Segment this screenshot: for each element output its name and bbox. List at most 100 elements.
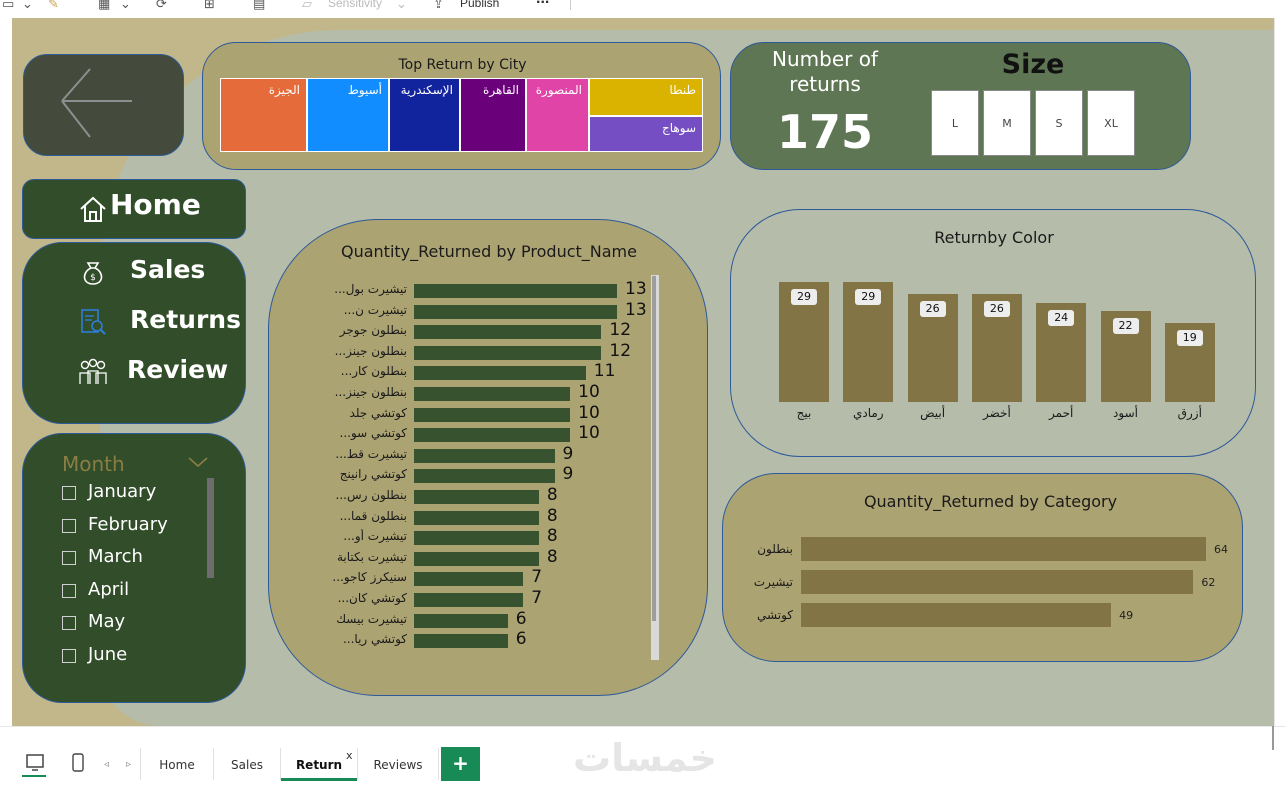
- publish-icon[interactable]: ⇪: [433, 0, 444, 12]
- month-checkbox[interactable]: [62, 649, 76, 663]
- month-checkbox[interactable]: [62, 583, 76, 598]
- month-checkbox[interactable]: [62, 518, 76, 533]
- chevron-down-icon[interactable]: ⌄: [396, 0, 407, 12]
- color-bar-category: بيج: [796, 406, 812, 420]
- month-item-label[interactable]: January: [88, 481, 157, 502]
- tab-return[interactable]: Return: [295, 758, 343, 772]
- tab-home[interactable]: Home: [159, 758, 195, 772]
- sensitivity-button[interactable]: Sensitivity: [328, 0, 383, 10]
- treemap-tile[interactable]: القاهرة: [460, 78, 526, 152]
- tabbar-divider: [0, 726, 1286, 727]
- slicer-scrollbar[interactable]: [207, 478, 214, 578]
- sales-nav-button[interactable]: $ Sales: [23, 251, 247, 295]
- treemap-tile[interactable]: الإسكندرية: [389, 78, 460, 152]
- product-bar[interactable]: [414, 345, 602, 360]
- product-bar-label: تيشيرت بول...: [334, 282, 407, 296]
- treemap-tile-label: سوهاج: [662, 121, 696, 135]
- month-item-label[interactable]: June: [88, 644, 128, 665]
- product-bar-label: تيشيرت بيسك: [336, 611, 407, 626]
- product-bar[interactable]: [414, 531, 539, 546]
- treemap-tile[interactable]: المنصورة: [526, 78, 589, 152]
- product-bar[interactable]: [414, 469, 555, 484]
- tab-separator: [213, 748, 214, 780]
- clipboard-icon[interactable]: ▭: [2, 0, 15, 12]
- returns-nav-button[interactable]: Returns: [23, 301, 247, 345]
- table-icon[interactable]: ▦: [98, 0, 111, 12]
- calculator-icon[interactable]: ▤: [253, 0, 266, 12]
- category-bar[interactable]: [801, 537, 1206, 561]
- scroll-left-icon[interactable]: ◃: [104, 759, 110, 770]
- desktop-view-icon[interactable]: [25, 753, 45, 773]
- size-option-button[interactable]: M: [983, 90, 1031, 156]
- product-bar-value: 11: [593, 361, 616, 382]
- add-page-button[interactable]: +: [441, 747, 480, 781]
- product-bar[interactable]: [414, 490, 539, 504]
- chevron-down-icon[interactable]: ⌄: [22, 0, 33, 12]
- product-bar-value: 9: [562, 464, 574, 485]
- product-bar[interactable]: [414, 593, 524, 607]
- back-button[interactable]: [23, 54, 184, 156]
- chart-scrollbar-thumb[interactable]: [652, 276, 656, 621]
- toolbar-divider: [570, 0, 571, 10]
- tab-reviews[interactable]: Reviews: [373, 758, 423, 772]
- chevron-down-icon[interactable]: ⌄: [120, 0, 131, 12]
- more-options-button[interactable]: ...: [536, 0, 549, 7]
- product-bar[interactable]: [414, 387, 571, 401]
- product-bar[interactable]: [414, 634, 508, 649]
- product-bar[interactable]: [414, 551, 539, 566]
- review-nav-button[interactable]: Review: [23, 351, 247, 395]
- category-chart-title: Quantity_Returned by Category: [863, 492, 1118, 511]
- month-checkbox[interactable]: [62, 551, 76, 566]
- month-checkbox[interactable]: [62, 616, 76, 631]
- chevron-down-icon[interactable]: [187, 456, 209, 468]
- mobile-view-icon[interactable]: [71, 753, 85, 773]
- sensitivity-icon[interactable]: ▱: [302, 0, 312, 12]
- city-treemap-title: Top Return by City: [398, 57, 527, 73]
- home-nav-button[interactable]: Home: [22, 179, 246, 239]
- publish-button[interactable]: Publish: [460, 0, 500, 10]
- category-bar[interactable]: [801, 570, 1194, 594]
- size-slicer-title: Size: [1001, 49, 1065, 80]
- product-bar[interactable]: [414, 428, 571, 443]
- kpi-title: Number of returns: [757, 47, 893, 97]
- treemap-tile[interactable]: أسيوط: [307, 78, 389, 152]
- product-bar[interactable]: [414, 284, 617, 298]
- treemap-tile[interactable]: سوهاج: [589, 116, 703, 152]
- tab-close-button[interactable]: x: [346, 749, 353, 762]
- product-bar[interactable]: [414, 366, 586, 381]
- product-bar-label: تيشيرت أو...: [343, 529, 407, 544]
- size-option-button[interactable]: XL: [1087, 90, 1135, 156]
- product-bar[interactable]: [414, 448, 555, 463]
- people-group-icon: [79, 358, 107, 384]
- size-option-button[interactable]: L: [931, 90, 979, 156]
- month-item-label[interactable]: April: [88, 578, 130, 600]
- scroll-right-icon[interactable]: ▹: [126, 759, 132, 770]
- color-bar-category: أزرق: [1177, 406, 1202, 420]
- active-tab-underline: [281, 778, 357, 781]
- treemap-tile[interactable]: الجيزة: [220, 78, 307, 152]
- product-bar[interactable]: [414, 304, 617, 319]
- window-edge: [1272, 726, 1274, 750]
- refresh-icon[interactable]: ⟳: [156, 0, 167, 12]
- product-bar-label: سنيكرز كاجو...: [332, 570, 407, 585]
- city-treemap-card: Top Return by City الجيزة أسيوط الإسكندرية…: [202, 42, 721, 170]
- product-bar[interactable]: [414, 325, 602, 340]
- month-item-label[interactable]: February: [88, 513, 168, 535]
- category-bar-value: 64: [1214, 543, 1228, 556]
- tab-separator: [357, 748, 358, 780]
- format-painter-icon[interactable]: ✎: [48, 0, 59, 12]
- size-option-button[interactable]: S: [1035, 90, 1083, 156]
- product-bar-label: بنطلون جينز...: [334, 343, 407, 358]
- product-bar[interactable]: [414, 572, 524, 587]
- category-bar[interactable]: [801, 603, 1112, 627]
- month-item-label[interactable]: March: [88, 546, 143, 568]
- color-bar-category: أحمر: [1049, 406, 1074, 420]
- product-bar[interactable]: [414, 510, 539, 525]
- product-bar[interactable]: [414, 613, 508, 628]
- tab-sales[interactable]: Sales: [231, 758, 263, 772]
- month-item-label[interactable]: May: [88, 611, 126, 633]
- product-bar[interactable]: [414, 407, 571, 422]
- treemap-tile[interactable]: طنطا: [589, 78, 703, 116]
- new-visual-icon[interactable]: ⊞: [204, 0, 215, 12]
- month-checkbox[interactable]: [62, 486, 76, 500]
